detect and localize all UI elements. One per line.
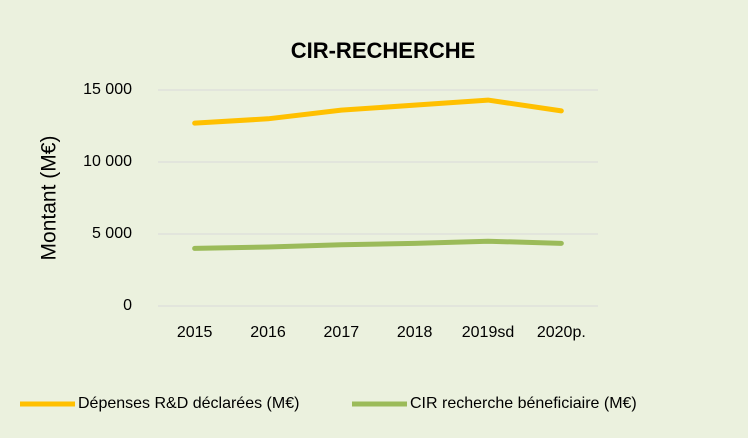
x-tick-label: 2017	[324, 324, 360, 341]
x-tick-label: 2015	[177, 324, 213, 341]
line-series	[192, 97, 564, 126]
line-series	[192, 238, 564, 251]
x-tick-label: 2018	[397, 324, 433, 341]
y-tick-label: 5 000	[92, 225, 132, 242]
y-tick-label: 15 000	[83, 81, 132, 98]
x-tick-label: 2019sd	[462, 324, 515, 341]
y-tick-label: 10 000	[83, 153, 132, 170]
legend-label: CIR recherche béneficiaire (M€)	[410, 395, 637, 412]
x-tick-label: 2020p.	[537, 324, 586, 341]
y-tick-label: 0	[123, 297, 132, 314]
chart-title: CIR-RECHERCHE	[291, 38, 476, 63]
x-tick-label: 2016	[250, 324, 286, 341]
legend-label: Dépenses R&D déclarées (M€)	[78, 395, 299, 412]
y-axis-label: Montant (M€)	[38, 136, 61, 261]
